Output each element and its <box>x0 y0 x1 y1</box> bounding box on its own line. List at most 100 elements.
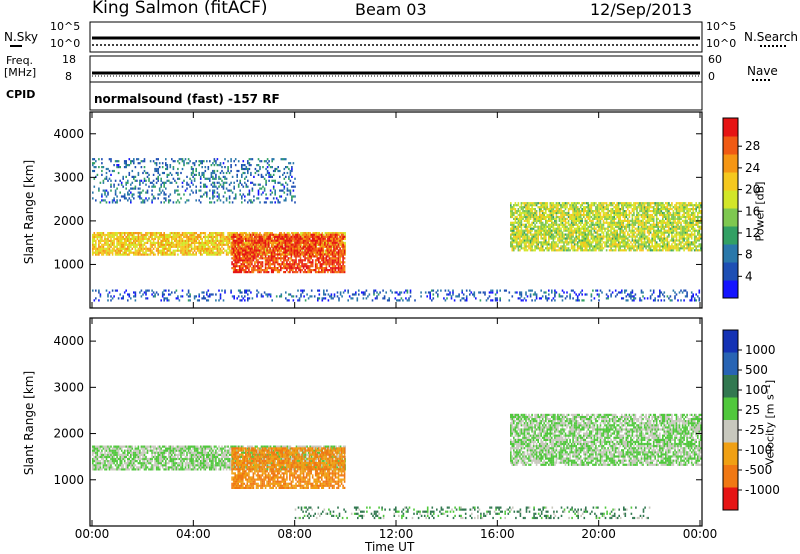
echo-cell <box>301 251 303 254</box>
echo-cell <box>227 237 229 241</box>
echo-cell <box>551 219 553 222</box>
echo-cell <box>166 241 169 244</box>
echo-cell <box>267 271 270 274</box>
echo-cell <box>244 177 246 180</box>
echo-cell <box>284 251 287 254</box>
echo-cell <box>183 162 185 165</box>
echo-cell <box>554 227 556 230</box>
echo-cell <box>576 231 579 234</box>
echo-cell <box>535 215 538 219</box>
echo-cell <box>321 269 323 272</box>
echo-cell <box>296 255 299 258</box>
echo-cell <box>198 160 200 163</box>
echo-cell <box>193 249 196 252</box>
echo-cell <box>299 243 302 246</box>
echo-cell <box>608 223 611 226</box>
echo-cell <box>242 164 245 167</box>
echo-cell <box>206 253 208 256</box>
echo-cell <box>287 263 290 266</box>
echo-cell <box>545 227 547 230</box>
echo-cell <box>576 249 579 252</box>
echo-cell <box>269 249 271 252</box>
echo-cell <box>120 232 123 235</box>
echo-cell <box>575 243 577 246</box>
echo-cell <box>172 251 175 254</box>
echo-cell <box>183 241 185 244</box>
echo-cell <box>210 201 213 204</box>
echo-cell <box>133 241 135 244</box>
echo-cell <box>250 199 252 202</box>
echo-cell <box>548 215 550 219</box>
echo-cell <box>595 211 597 215</box>
echo-cell <box>333 233 335 236</box>
echo-cell <box>304 239 306 242</box>
echo-cell <box>96 253 99 256</box>
echo-cell <box>511 233 514 236</box>
echo-cell <box>108 232 111 235</box>
echo-cell <box>196 241 199 244</box>
echo-cell <box>244 245 246 248</box>
echo-cell <box>228 249 231 252</box>
echo-cell <box>295 259 297 262</box>
echo-cell <box>107 191 109 194</box>
echo-cell <box>534 233 536 236</box>
echo-cell <box>128 239 131 242</box>
echo-cell <box>216 253 219 256</box>
echo-cell <box>308 247 311 250</box>
echo-cell <box>258 237 261 240</box>
echo-cell <box>610 239 612 242</box>
echo-cell <box>337 249 340 252</box>
echo-cell <box>186 181 188 184</box>
echo-cell <box>529 202 532 205</box>
echo-cell <box>130 233 132 237</box>
echo-cell <box>288 177 290 180</box>
echo-cell <box>92 197 94 200</box>
echo-cell <box>127 181 129 184</box>
echo-cell <box>108 201 111 204</box>
echo-cell <box>552 233 555 236</box>
echo-cell <box>276 271 279 274</box>
echo-cell <box>169 171 172 175</box>
echo-cell <box>158 187 161 190</box>
echo-cell <box>180 243 182 246</box>
echo-cell <box>596 233 599 236</box>
echo-cell <box>608 210 611 213</box>
echo-cell <box>161 181 164 184</box>
echo-cell <box>581 233 583 236</box>
echo-cell <box>343 251 346 254</box>
echo-cell <box>110 189 112 192</box>
echo-cell <box>337 251 340 254</box>
echo-cell <box>254 267 256 270</box>
echo-cell <box>146 233 149 237</box>
echo-cell <box>299 267 302 270</box>
echo-cell <box>340 249 343 252</box>
echo-cell <box>216 199 219 202</box>
echo-cell <box>286 239 288 242</box>
echo-cell <box>292 247 294 250</box>
echo-cell <box>304 263 306 266</box>
echo-cell <box>575 208 577 211</box>
echo-cell <box>143 251 146 254</box>
echo-cell <box>595 245 597 248</box>
echo-cell <box>337 267 340 270</box>
echo-cell <box>295 249 297 252</box>
echo-cell <box>283 247 285 250</box>
echo-cell <box>599 243 602 246</box>
echo-cell <box>247 185 249 188</box>
echo-cell <box>169 199 172 202</box>
echo-cell <box>510 233 512 236</box>
echo-cell <box>304 245 306 248</box>
echo-cell <box>528 237 530 240</box>
echo-cell <box>265 251 267 254</box>
nave-tick-hi: 60 <box>708 53 722 66</box>
echo-cell <box>576 202 579 205</box>
echo-cell <box>321 265 323 268</box>
echo-cell <box>531 239 533 242</box>
echo-cell <box>92 237 94 241</box>
echo-cell <box>318 232 321 235</box>
echo-cell <box>253 183 255 186</box>
echo-cell <box>257 253 259 256</box>
echo-cell <box>579 233 582 236</box>
echo-cell <box>257 239 259 242</box>
echo-cell <box>549 233 552 236</box>
